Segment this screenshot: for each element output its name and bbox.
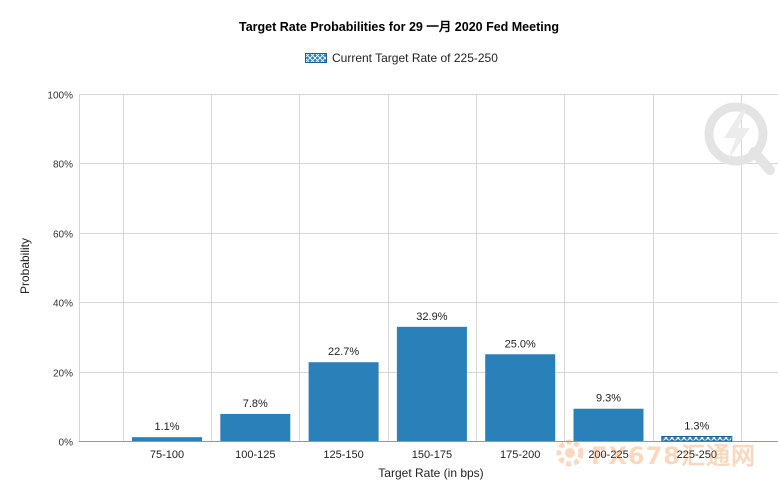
y-tick-label: 80% (53, 160, 73, 171)
data-label: 9.3% (596, 393, 621, 405)
bar-175-200[interactable] (485, 354, 556, 441)
watermark-text: FX678汇通网 (591, 441, 756, 470)
data-label: 22.7% (328, 346, 359, 358)
x-tick-label: 225-250 (677, 449, 717, 461)
data-label: 32.9% (416, 311, 447, 323)
bar-225-250[interactable] (661, 435, 733, 442)
bar-200-225[interactable] (573, 408, 644, 441)
y-tick-label: 100% (47, 91, 73, 102)
x-axis-title: Target Rate (in bps) (378, 466, 483, 480)
bar-75-100[interactable] (132, 437, 202, 441)
lightning-q-logo-icon (704, 102, 775, 175)
gear-logo-icon (556, 439, 584, 467)
bar-100-125[interactable] (220, 413, 291, 441)
y-tick-label: 40% (53, 299, 73, 310)
bar-125-150[interactable] (308, 362, 379, 441)
x-tick-label: 175-200 (500, 449, 540, 461)
y-tick-label: 60% (53, 230, 73, 241)
data-label: 1.1% (154, 421, 179, 433)
chart-title: Target Rate Probabilities for 29 一月 2020… (239, 20, 559, 34)
data-label: 1.3% (684, 420, 709, 432)
y-tick-label: 20% (53, 369, 73, 380)
legend-hatch-swatch (305, 53, 327, 63)
x-tick-label: 200-225 (588, 449, 628, 461)
y-axis-title: Probability (18, 238, 32, 294)
legend-label: Current Target Rate of 225-250 (332, 51, 498, 65)
chart-legend[interactable]: Current Target Rate of 225-250 (305, 51, 498, 65)
bar-150-175[interactable] (396, 326, 467, 441)
x-tick-label: 125-150 (323, 449, 363, 461)
data-label: 7.8% (243, 398, 268, 410)
y-tick-label: 0% (59, 438, 74, 449)
data-label: 25.0% (505, 338, 536, 350)
site-watermark: FX678汇通网 (555, 435, 770, 471)
x-tick-label: 75-100 (150, 449, 184, 461)
x-tick-label: 100-125 (235, 449, 275, 461)
x-tick-label: 150-175 (412, 449, 452, 461)
